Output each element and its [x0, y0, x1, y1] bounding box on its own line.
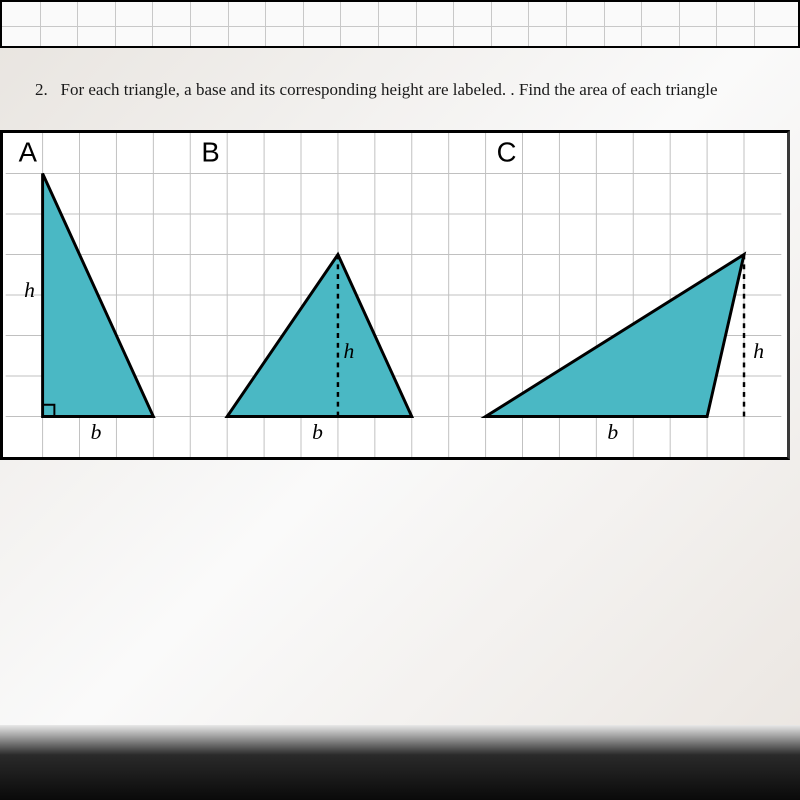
b-label: b [91, 420, 102, 444]
top-grid-hline [2, 26, 798, 27]
top-grid-vline [453, 2, 454, 46]
top-grid-vline [754, 2, 755, 46]
top-grid-vline [491, 2, 492, 46]
diagram-svg: h b h b h b A B C [0, 133, 787, 457]
top-grid-vline [152, 2, 153, 46]
page-container: 2. For each triangle, a base and its cor… [0, 0, 800, 800]
top-grid-vline [303, 2, 304, 46]
bottom-bar [0, 725, 800, 800]
h-label: h [753, 339, 764, 363]
top-grid-vline [190, 2, 191, 46]
top-grid-vline [679, 2, 680, 46]
top-grid-vline [604, 2, 605, 46]
top-grid-vline [115, 2, 116, 46]
top-grid-vline [641, 2, 642, 46]
top-grid-vline [265, 2, 266, 46]
section-label-C: C [497, 136, 517, 167]
grid-area: h b h b h b A B C [0, 130, 790, 460]
b-label: b [607, 420, 618, 444]
top-grid-vline [528, 2, 529, 46]
question-body: For each triangle, a base and its corres… [61, 80, 718, 99]
top-grid-vline [566, 2, 567, 46]
section-label-A: A [19, 136, 38, 167]
b-label: b [312, 420, 323, 444]
question-text: 2. For each triangle, a base and its cor… [35, 80, 780, 100]
top-grid-vline [228, 2, 229, 46]
question-number: 2. [35, 80, 48, 99]
section-label-B: B [201, 136, 219, 167]
top-grid-vline [77, 2, 78, 46]
h-label: h [24, 278, 35, 302]
top-grid-vline [716, 2, 717, 46]
top-grid-vline [40, 2, 41, 46]
top-grid-vline [340, 2, 341, 46]
top-grid-vline [416, 2, 417, 46]
top-grid-vline [378, 2, 379, 46]
top-grid-strip [0, 0, 800, 48]
left-border [0, 130, 3, 460]
h-label: h [343, 339, 354, 363]
